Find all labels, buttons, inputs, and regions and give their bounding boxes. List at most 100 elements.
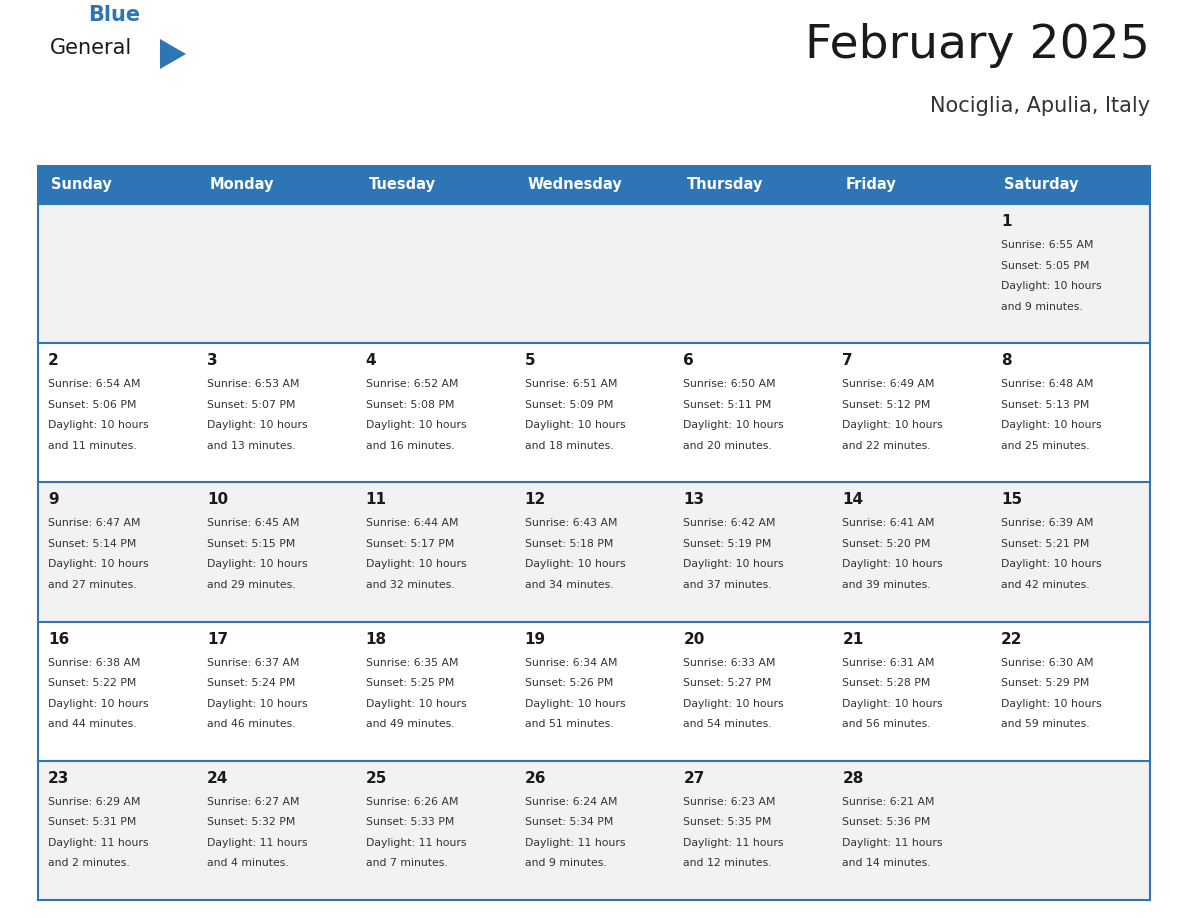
Text: and 25 minutes.: and 25 minutes. (1001, 441, 1089, 451)
Text: Sunset: 5:36 PM: Sunset: 5:36 PM (842, 817, 930, 827)
Text: and 29 minutes.: and 29 minutes. (207, 580, 296, 590)
Text: and 13 minutes.: and 13 minutes. (207, 441, 296, 451)
Text: Daylight: 10 hours: Daylight: 10 hours (1001, 699, 1101, 709)
Text: 10: 10 (207, 492, 228, 508)
Text: and 4 minutes.: and 4 minutes. (207, 858, 289, 868)
Text: Sunrise: 6:47 AM: Sunrise: 6:47 AM (48, 519, 140, 529)
Text: Sunrise: 6:43 AM: Sunrise: 6:43 AM (525, 519, 617, 529)
Text: 20: 20 (683, 632, 704, 646)
Text: Nociglia, Apulia, Italy: Nociglia, Apulia, Italy (930, 96, 1150, 116)
Text: and 27 minutes.: and 27 minutes. (48, 580, 137, 590)
Bar (355, 166, 514, 204)
Text: Sunrise: 6:48 AM: Sunrise: 6:48 AM (1001, 379, 1094, 389)
Text: 4: 4 (366, 353, 377, 368)
Text: 21: 21 (842, 632, 864, 646)
Text: Daylight: 10 hours: Daylight: 10 hours (48, 420, 148, 431)
Text: and 54 minutes.: and 54 minutes. (683, 719, 772, 729)
Bar (38, 166, 197, 204)
Text: Daylight: 11 hours: Daylight: 11 hours (683, 838, 784, 848)
Text: 12: 12 (525, 492, 545, 508)
Text: and 49 minutes.: and 49 minutes. (366, 719, 454, 729)
Bar (674, 166, 833, 204)
Text: Daylight: 10 hours: Daylight: 10 hours (683, 559, 784, 569)
Text: and 39 minutes.: and 39 minutes. (842, 580, 931, 590)
Text: Sunset: 5:09 PM: Sunset: 5:09 PM (525, 399, 613, 409)
Text: 3: 3 (207, 353, 217, 368)
Text: Sunset: 5:24 PM: Sunset: 5:24 PM (207, 678, 296, 688)
Text: Daylight: 11 hours: Daylight: 11 hours (207, 838, 308, 848)
Text: Sunrise: 6:37 AM: Sunrise: 6:37 AM (207, 657, 299, 667)
Text: 19: 19 (525, 632, 545, 646)
Text: Daylight: 10 hours: Daylight: 10 hours (842, 699, 943, 709)
Text: Daylight: 10 hours: Daylight: 10 hours (683, 420, 784, 431)
Text: 1: 1 (1001, 214, 1012, 229)
Bar (38, 482, 1150, 621)
Text: Sunset: 5:18 PM: Sunset: 5:18 PM (525, 539, 613, 549)
Text: Daylight: 10 hours: Daylight: 10 hours (207, 699, 308, 709)
Text: Daylight: 11 hours: Daylight: 11 hours (525, 838, 625, 848)
Text: Sunrise: 6:42 AM: Sunrise: 6:42 AM (683, 519, 776, 529)
Text: and 56 minutes.: and 56 minutes. (842, 719, 931, 729)
Text: Daylight: 10 hours: Daylight: 10 hours (525, 559, 625, 569)
Text: Sunset: 5:11 PM: Sunset: 5:11 PM (683, 399, 772, 409)
Text: and 7 minutes.: and 7 minutes. (366, 858, 448, 868)
Text: Sunrise: 6:50 AM: Sunrise: 6:50 AM (683, 379, 776, 389)
Text: Daylight: 10 hours: Daylight: 10 hours (683, 699, 784, 709)
Text: Sunrise: 6:21 AM: Sunrise: 6:21 AM (842, 797, 935, 807)
Text: Sunset: 5:19 PM: Sunset: 5:19 PM (683, 539, 772, 549)
Text: Sunrise: 6:45 AM: Sunrise: 6:45 AM (207, 519, 299, 529)
Text: and 9 minutes.: and 9 minutes. (525, 858, 606, 868)
Text: Tuesday: Tuesday (368, 177, 436, 193)
Text: Sunrise: 6:35 AM: Sunrise: 6:35 AM (366, 657, 459, 667)
Text: Daylight: 10 hours: Daylight: 10 hours (48, 699, 148, 709)
Text: and 11 minutes.: and 11 minutes. (48, 441, 137, 451)
Text: Sunset: 5:29 PM: Sunset: 5:29 PM (1001, 678, 1089, 688)
Text: Sunrise: 6:49 AM: Sunrise: 6:49 AM (842, 379, 935, 389)
Bar (514, 166, 674, 204)
Text: Daylight: 10 hours: Daylight: 10 hours (207, 559, 308, 569)
Text: 27: 27 (683, 771, 704, 786)
Text: and 44 minutes.: and 44 minutes. (48, 719, 137, 729)
Text: Sunday: Sunday (51, 177, 112, 193)
Text: Wednesday: Wednesday (527, 177, 623, 193)
Text: Sunrise: 6:54 AM: Sunrise: 6:54 AM (48, 379, 140, 389)
Text: Sunrise: 6:44 AM: Sunrise: 6:44 AM (366, 519, 459, 529)
Text: Sunset: 5:14 PM: Sunset: 5:14 PM (48, 539, 137, 549)
Text: Sunset: 5:25 PM: Sunset: 5:25 PM (366, 678, 454, 688)
Text: 26: 26 (525, 771, 546, 786)
Text: and 9 minutes.: and 9 minutes. (1001, 301, 1083, 311)
Text: Sunset: 5:06 PM: Sunset: 5:06 PM (48, 399, 137, 409)
Text: 25: 25 (366, 771, 387, 786)
Text: Daylight: 10 hours: Daylight: 10 hours (366, 559, 467, 569)
Bar (38, 761, 1150, 900)
Text: and 34 minutes.: and 34 minutes. (525, 580, 613, 590)
Text: and 12 minutes.: and 12 minutes. (683, 858, 772, 868)
Text: and 32 minutes.: and 32 minutes. (366, 580, 454, 590)
Text: Friday: Friday (846, 177, 896, 193)
Text: Monday: Monday (210, 177, 274, 193)
Text: 15: 15 (1001, 492, 1022, 508)
Text: Daylight: 10 hours: Daylight: 10 hours (1001, 559, 1101, 569)
Text: 9: 9 (48, 492, 58, 508)
Text: 22: 22 (1001, 632, 1023, 646)
Text: and 37 minutes.: and 37 minutes. (683, 580, 772, 590)
Text: Sunset: 5:34 PM: Sunset: 5:34 PM (525, 817, 613, 827)
Text: 14: 14 (842, 492, 864, 508)
Text: Sunset: 5:26 PM: Sunset: 5:26 PM (525, 678, 613, 688)
Text: 18: 18 (366, 632, 387, 646)
Text: Thursday: Thursday (687, 177, 763, 193)
Text: Blue: Blue (88, 5, 140, 25)
Text: 5: 5 (525, 353, 536, 368)
Text: Sunrise: 6:26 AM: Sunrise: 6:26 AM (366, 797, 459, 807)
Text: Sunrise: 6:52 AM: Sunrise: 6:52 AM (366, 379, 459, 389)
Text: Sunrise: 6:38 AM: Sunrise: 6:38 AM (48, 657, 140, 667)
Text: 13: 13 (683, 492, 704, 508)
Text: Daylight: 10 hours: Daylight: 10 hours (1001, 420, 1101, 431)
Text: and 46 minutes.: and 46 minutes. (207, 719, 296, 729)
Text: and 22 minutes.: and 22 minutes. (842, 441, 931, 451)
Text: 11: 11 (366, 492, 387, 508)
Text: Daylight: 10 hours: Daylight: 10 hours (525, 420, 625, 431)
Text: Sunrise: 6:41 AM: Sunrise: 6:41 AM (842, 519, 935, 529)
Text: and 14 minutes.: and 14 minutes. (842, 858, 931, 868)
Text: Sunset: 5:33 PM: Sunset: 5:33 PM (366, 817, 454, 827)
